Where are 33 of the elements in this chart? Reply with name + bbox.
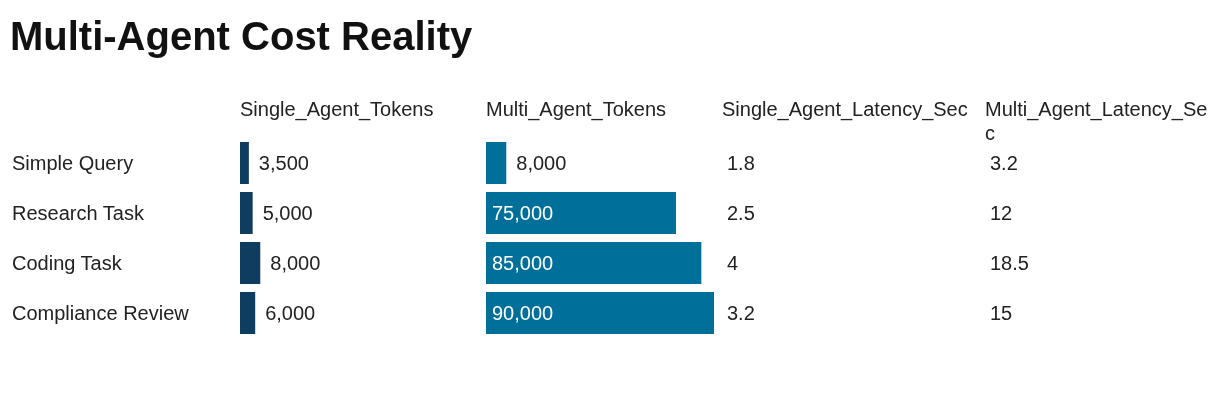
text: Single_Agent_Tokens (240, 98, 434, 121)
text: 2.5 (727, 202, 755, 224)
data-label: 6,000 (265, 302, 316, 324)
y-tick-label: Compliance Review (12, 302, 190, 324)
text: 15 (990, 302, 1013, 324)
text: 12 (990, 202, 1013, 224)
data-label: 8,000 (516, 152, 567, 174)
text: 18.5 (990, 252, 1029, 274)
bar (240, 142, 249, 184)
y-tick-label: Simple Query (12, 152, 134, 174)
data-label: 85,000 (492, 252, 554, 274)
text: Single_Agent_Latency_Sec (722, 98, 968, 121)
data-label: 75,000 (492, 202, 554, 224)
bar (240, 292, 256, 334)
bar (240, 242, 261, 284)
y-tick-label: Research Task (12, 202, 145, 224)
text: Multi_Agent_Latency_Sec (985, 98, 1208, 144)
text: 4 (727, 252, 739, 274)
data-label: 90,000 (492, 302, 554, 324)
y-tick-label: Coding Task (12, 252, 123, 274)
bar (240, 192, 253, 234)
text: 3.2 (727, 302, 755, 324)
chart-title: Multi_Agent_Tokens (486, 98, 667, 121)
bar (486, 142, 507, 184)
data-label: 8,000 (270, 252, 321, 274)
bar (486, 292, 714, 334)
text: 3.2 (990, 152, 1018, 174)
text: 1.8 (727, 152, 755, 174)
data-label: 5,000 (262, 202, 313, 224)
bar (486, 192, 676, 234)
data-label: 3,500 (258, 152, 309, 174)
text: Multi-Agent Cost Reality (10, 14, 473, 58)
bar (486, 242, 702, 284)
